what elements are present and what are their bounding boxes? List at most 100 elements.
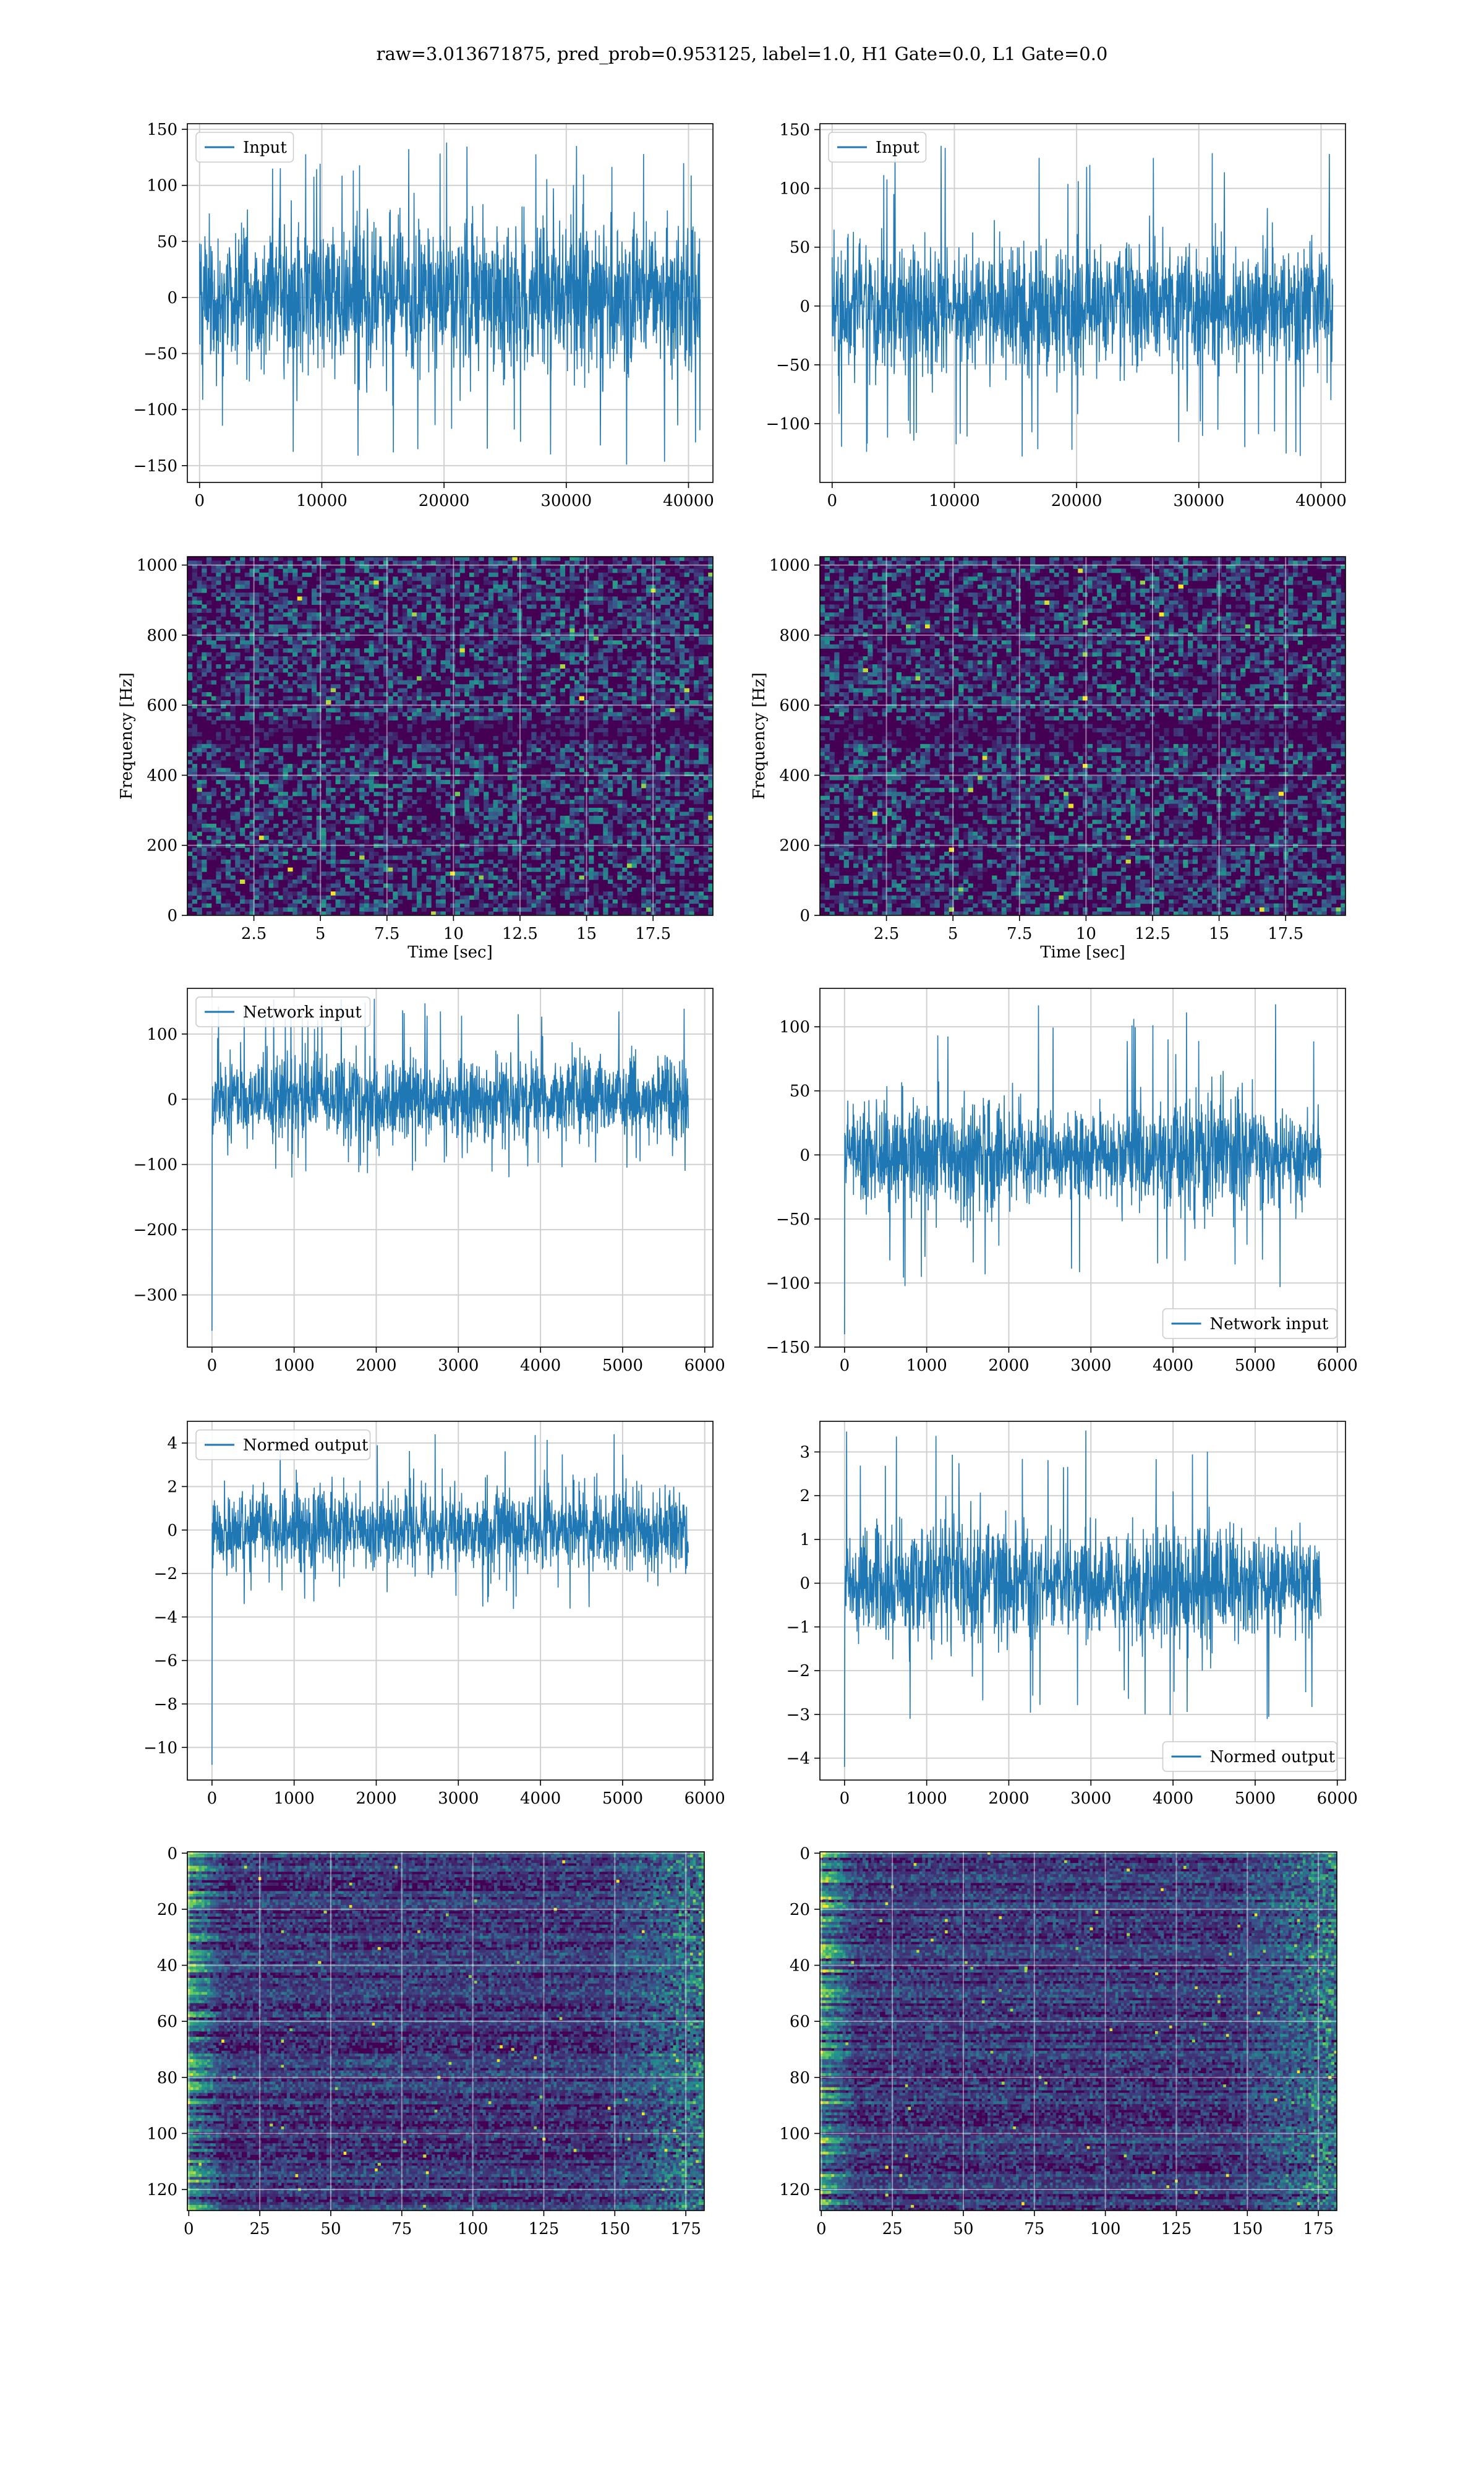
legend-label: Input <box>243 139 287 157</box>
x-tick-label: 75 <box>391 2220 412 2238</box>
x-tick-label: 5 <box>315 925 326 943</box>
x-tick-label: 2.5 <box>241 925 267 943</box>
x-tick-label: 150 <box>599 2220 630 2238</box>
legend: Normed output <box>1162 1741 1337 1772</box>
y-tick-label: 50 <box>790 1082 810 1101</box>
y-tick-label: −50 <box>776 356 810 375</box>
heatmap-cells <box>820 557 1345 915</box>
y-tick-label: 1 <box>800 1531 810 1549</box>
x-tick-label: 1000 <box>274 1356 315 1375</box>
x-tick-label: 15 <box>1209 925 1229 943</box>
y-tick-label: 1000 <box>769 557 810 575</box>
y-tick-label: 600 <box>779 696 810 715</box>
y-tick-label: 50 <box>790 239 810 257</box>
y-tick-label: −1 <box>787 1618 810 1637</box>
x-tick-label: 175 <box>1303 2220 1334 2238</box>
axes-frame <box>187 1421 714 1781</box>
y-tick-label: 2 <box>167 1478 177 1496</box>
y-tick-label: −8 <box>154 1695 177 1714</box>
chart-input-h1: 0 10000 20000 30000 40000 −150 −100 −50 0 50 100 15… <box>134 121 714 510</box>
x-tick-label: 15 <box>576 925 597 943</box>
legend-box <box>1162 1308 1337 1339</box>
y-tick-label: −100 <box>134 1156 177 1175</box>
y-tick-label: 40 <box>157 1957 177 1975</box>
y-tick-label: 120 <box>147 2181 177 2199</box>
grid-lines <box>187 1421 713 1780</box>
axes-frame <box>187 123 714 483</box>
chart-input-l1: 0 10000 20000 30000 40000 −100 −50 0 50 100 150 Inp… <box>766 121 1347 510</box>
legend: Network input <box>195 996 371 1027</box>
y-tick-label: −4 <box>154 1608 177 1627</box>
heatmap-cells <box>820 1852 1337 2211</box>
axes-frame <box>819 556 1346 916</box>
y-tick-label: 150 <box>779 121 810 140</box>
y-tick-label: 0 <box>800 1146 810 1165</box>
axes-frame <box>819 1851 1337 2211</box>
y-tick-label: −50 <box>143 345 177 364</box>
heatmap-cells <box>187 1852 704 2211</box>
series-line <box>832 145 1334 457</box>
legend-box <box>828 132 927 163</box>
y-tick-label: −4 <box>787 1750 810 1768</box>
x-tick-label: 40000 <box>1295 492 1347 510</box>
series-line <box>211 998 689 1331</box>
chart-normed-output-h1: 0 1000 2000 3000 4000 5000 6000 −10 −8 −6 −4 −2 0 2 4 N… <box>143 1421 725 1808</box>
legend-box <box>195 132 294 163</box>
y-tick-label: 80 <box>157 2069 177 2087</box>
axes-frame <box>187 556 714 916</box>
legend-box <box>1162 1741 1337 1772</box>
y-tick-label: −2 <box>154 1565 177 1583</box>
x-tick-label: 20000 <box>419 492 470 510</box>
x-tick-label: 2000 <box>988 1789 1029 1808</box>
x-axis-label: Time [sec] <box>407 943 493 962</box>
y-tick-label: 400 <box>779 766 810 785</box>
figure-title: raw=3.013671875, pred_prob=0.953125, lab… <box>0 43 1484 64</box>
chart-feature-map-h1: 0 25 50 75 100 125 150 175 0 20 40 60 80 100 120 <box>147 1844 705 2238</box>
y-tick-label: 0 <box>167 1844 177 1863</box>
x-tick-label: 0 <box>194 492 205 510</box>
grid-lines <box>820 1852 1337 2211</box>
legend: Normed output <box>195 1429 371 1460</box>
y-tick-label: 100 <box>147 177 177 195</box>
y-axis-label: Frequency [Hz] <box>750 672 769 800</box>
chart-spectrogram-h1: 2.5 5 7.5 10 12.5 15 17.5 0 200 400 600 800 1000 Time… <box>117 556 714 962</box>
x-tick-label: 100 <box>458 2220 488 2238</box>
x-tick-label: 10000 <box>296 492 348 510</box>
y-tick-label: 200 <box>147 837 177 855</box>
chart-network-input-l1: 0 1000 2000 3000 4000 5000 6000 −150 −100 −50 0 50 1… <box>766 988 1358 1375</box>
x-axis-label: Time [sec] <box>1040 943 1125 962</box>
grid-lines <box>820 1421 1345 1780</box>
x-tick-label: 5000 <box>602 1789 643 1808</box>
y-tick-label: 0 <box>800 297 810 316</box>
y-tick-label: 100 <box>779 2125 810 2143</box>
legend-label: Network input <box>243 1003 362 1022</box>
x-tick-label: 125 <box>529 2220 560 2238</box>
x-tick-label: 40000 <box>663 492 714 510</box>
legend-label: Network input <box>1210 1315 1329 1333</box>
x-tick-label: 1000 <box>274 1789 315 1808</box>
y-tick-label: 0 <box>167 1090 177 1109</box>
chart-spectrogram-l1: 2.5 5 7.5 10 12.5 15 17.5 0 200 400 600 800 1000 Time… <box>750 556 1346 962</box>
y-tick-label: 120 <box>779 2181 810 2199</box>
x-tick-label: 7.5 <box>374 925 399 943</box>
y-tick-label: 100 <box>779 1018 810 1037</box>
y-tick-label: 100 <box>779 180 810 199</box>
x-tick-label: 3000 <box>1070 1356 1111 1375</box>
x-tick-label: 50 <box>953 2220 973 2238</box>
x-tick-label: 0 <box>840 1356 850 1375</box>
x-tick-label: 4000 <box>1153 1789 1193 1808</box>
x-tick-label: 75 <box>1024 2220 1044 2238</box>
series-line <box>844 1004 1321 1335</box>
x-tick-label: 150 <box>1232 2220 1263 2238</box>
x-tick-label: 1000 <box>906 1356 947 1375</box>
x-tick-label: 10 <box>1076 925 1096 943</box>
x-tick-label: 5000 <box>1235 1356 1276 1375</box>
x-tick-label: 0 <box>207 1356 218 1375</box>
y-tick-label: 0 <box>800 907 810 925</box>
y-tick-label: 0 <box>167 907 177 925</box>
chart-network-input-h1: 0 1000 2000 3000 4000 5000 6000 −300 −200 −100 0 10… <box>134 988 725 1375</box>
legend-label: Input <box>876 139 919 157</box>
axes-frame <box>187 1851 705 2211</box>
legend-box <box>195 996 371 1027</box>
